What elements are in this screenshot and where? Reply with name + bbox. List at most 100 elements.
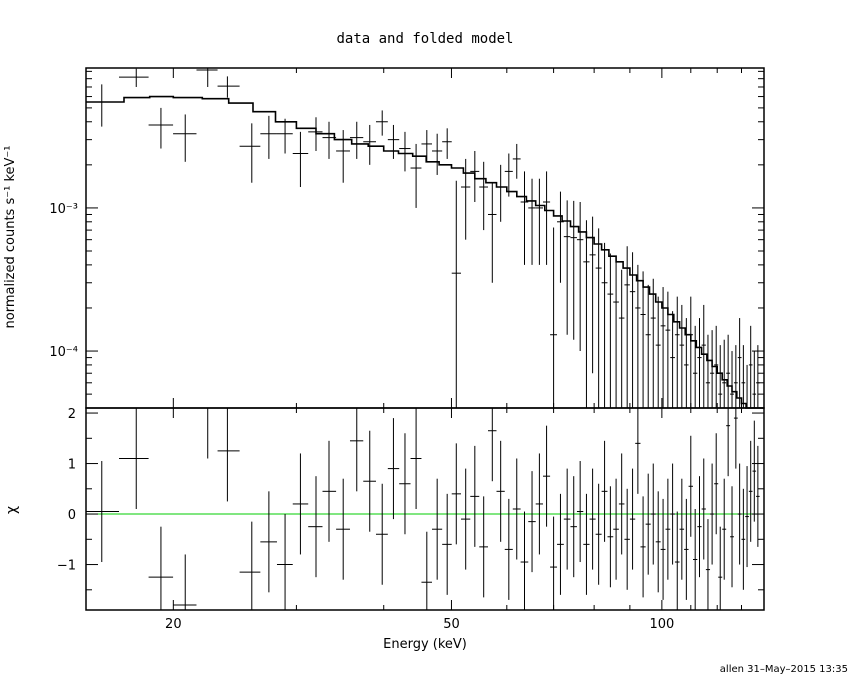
spectrum-point bbox=[119, 68, 149, 87]
residual-point bbox=[745, 466, 749, 568]
spectrum-point bbox=[670, 311, 675, 408]
spectrum-point bbox=[542, 171, 551, 265]
spectrum-axis-ticks: 10⁻³ 10⁻⁴ bbox=[49, 68, 764, 413]
spectrum-point bbox=[349, 121, 364, 159]
residual-panel: 20 50 100 2 1 0 −1 bbox=[57, 68, 765, 632]
spectrum-point bbox=[563, 200, 571, 335]
spectrum-point bbox=[741, 345, 746, 408]
spectrum-point bbox=[701, 304, 706, 408]
residual-point bbox=[660, 498, 666, 600]
x-axis-label: Energy (keV) bbox=[383, 637, 467, 652]
residual-point bbox=[726, 408, 731, 477]
spectrum-point bbox=[710, 330, 715, 408]
residual-point bbox=[542, 425, 551, 527]
residual-point bbox=[421, 531, 432, 610]
residual-point bbox=[520, 511, 529, 610]
residual-point bbox=[613, 478, 619, 580]
residual-point bbox=[650, 463, 656, 565]
residual-point bbox=[583, 493, 590, 595]
spectrum-point bbox=[745, 364, 749, 409]
spectrum-point bbox=[363, 124, 376, 165]
residual-point bbox=[730, 486, 734, 588]
residual-point bbox=[674, 511, 680, 610]
spectrum-point bbox=[714, 325, 719, 408]
spectrum-point bbox=[375, 110, 388, 136]
residual-point bbox=[629, 468, 636, 570]
residual-point bbox=[692, 509, 698, 610]
spectrum-point bbox=[756, 345, 760, 408]
y-tick-label: −1 bbox=[57, 559, 76, 574]
folded-model-line bbox=[86, 95, 764, 409]
spectrum-point bbox=[470, 150, 480, 203]
residual-point bbox=[410, 408, 422, 509]
residual-point bbox=[570, 476, 577, 578]
residual-point bbox=[741, 488, 746, 590]
residual-point bbox=[322, 440, 337, 542]
spectrum-point bbox=[718, 345, 723, 408]
residual-point bbox=[748, 440, 753, 542]
residual-point bbox=[451, 443, 461, 545]
spectrum-point bbox=[635, 264, 641, 408]
residual-point bbox=[576, 461, 584, 563]
residual-point bbox=[557, 493, 564, 595]
spectrum-point bbox=[629, 252, 636, 408]
residual-point bbox=[336, 478, 350, 580]
residual-point bbox=[624, 488, 630, 590]
spectrum-point bbox=[737, 318, 742, 408]
spectrum-point bbox=[196, 68, 218, 87]
spectrum-point bbox=[684, 318, 689, 408]
residual-point bbox=[512, 458, 521, 560]
residual-point bbox=[607, 486, 614, 588]
spectrum-point bbox=[650, 278, 656, 408]
residual-point bbox=[86, 461, 120, 563]
residual-point bbox=[431, 478, 443, 580]
spectrum-point bbox=[442, 128, 452, 159]
residual-point bbox=[276, 514, 293, 610]
spectrum-point bbox=[589, 216, 596, 374]
spectrum-point bbox=[692, 325, 698, 408]
residual-point bbox=[714, 433, 719, 535]
spectrum-point bbox=[431, 133, 443, 175]
spectrum-point bbox=[276, 118, 293, 154]
y-axis-label-residuals: χ bbox=[4, 506, 20, 514]
spectrum-point bbox=[665, 291, 671, 408]
spectrum-data-points bbox=[86, 68, 760, 409]
residual-point bbox=[679, 478, 685, 580]
spectrum-point bbox=[292, 131, 309, 188]
residual-point bbox=[655, 491, 661, 593]
y-tick-label: 0 bbox=[68, 508, 76, 523]
residual-point bbox=[217, 408, 240, 502]
spectrum-point bbox=[613, 261, 619, 408]
spectrum-point bbox=[451, 180, 461, 408]
residual-point bbox=[528, 471, 536, 573]
spectrum-point bbox=[576, 202, 584, 352]
y-tick-label: 1 bbox=[68, 458, 76, 473]
residual-point bbox=[349, 408, 364, 492]
spectrum-point bbox=[640, 271, 646, 408]
residual-point bbox=[479, 496, 488, 598]
residual-point bbox=[375, 483, 388, 585]
residual-point bbox=[487, 408, 497, 482]
x-tick-label: 50 bbox=[443, 617, 460, 632]
spectrum-point bbox=[308, 117, 323, 151]
residual-point bbox=[442, 493, 452, 595]
spectrum-point bbox=[86, 84, 120, 127]
spectrum-point bbox=[239, 123, 261, 183]
residual-point bbox=[260, 491, 277, 593]
residual-point bbox=[308, 476, 323, 578]
residual-plot-frame bbox=[85, 407, 765, 611]
folded-model-step bbox=[86, 95, 764, 409]
spectrum-point bbox=[460, 158, 471, 240]
spectrum-point bbox=[595, 228, 602, 408]
spectrum-point bbox=[528, 178, 536, 265]
spectrum-point bbox=[504, 153, 513, 197]
residual-point bbox=[550, 516, 558, 610]
x-tick-label: 100 bbox=[649, 617, 674, 632]
residual-point bbox=[148, 526, 174, 610]
spectrum-point bbox=[336, 130, 350, 183]
spectrum-point bbox=[322, 121, 337, 159]
spectrum-point bbox=[618, 269, 625, 408]
spectrum-point bbox=[487, 182, 497, 283]
residual-point bbox=[705, 519, 711, 610]
